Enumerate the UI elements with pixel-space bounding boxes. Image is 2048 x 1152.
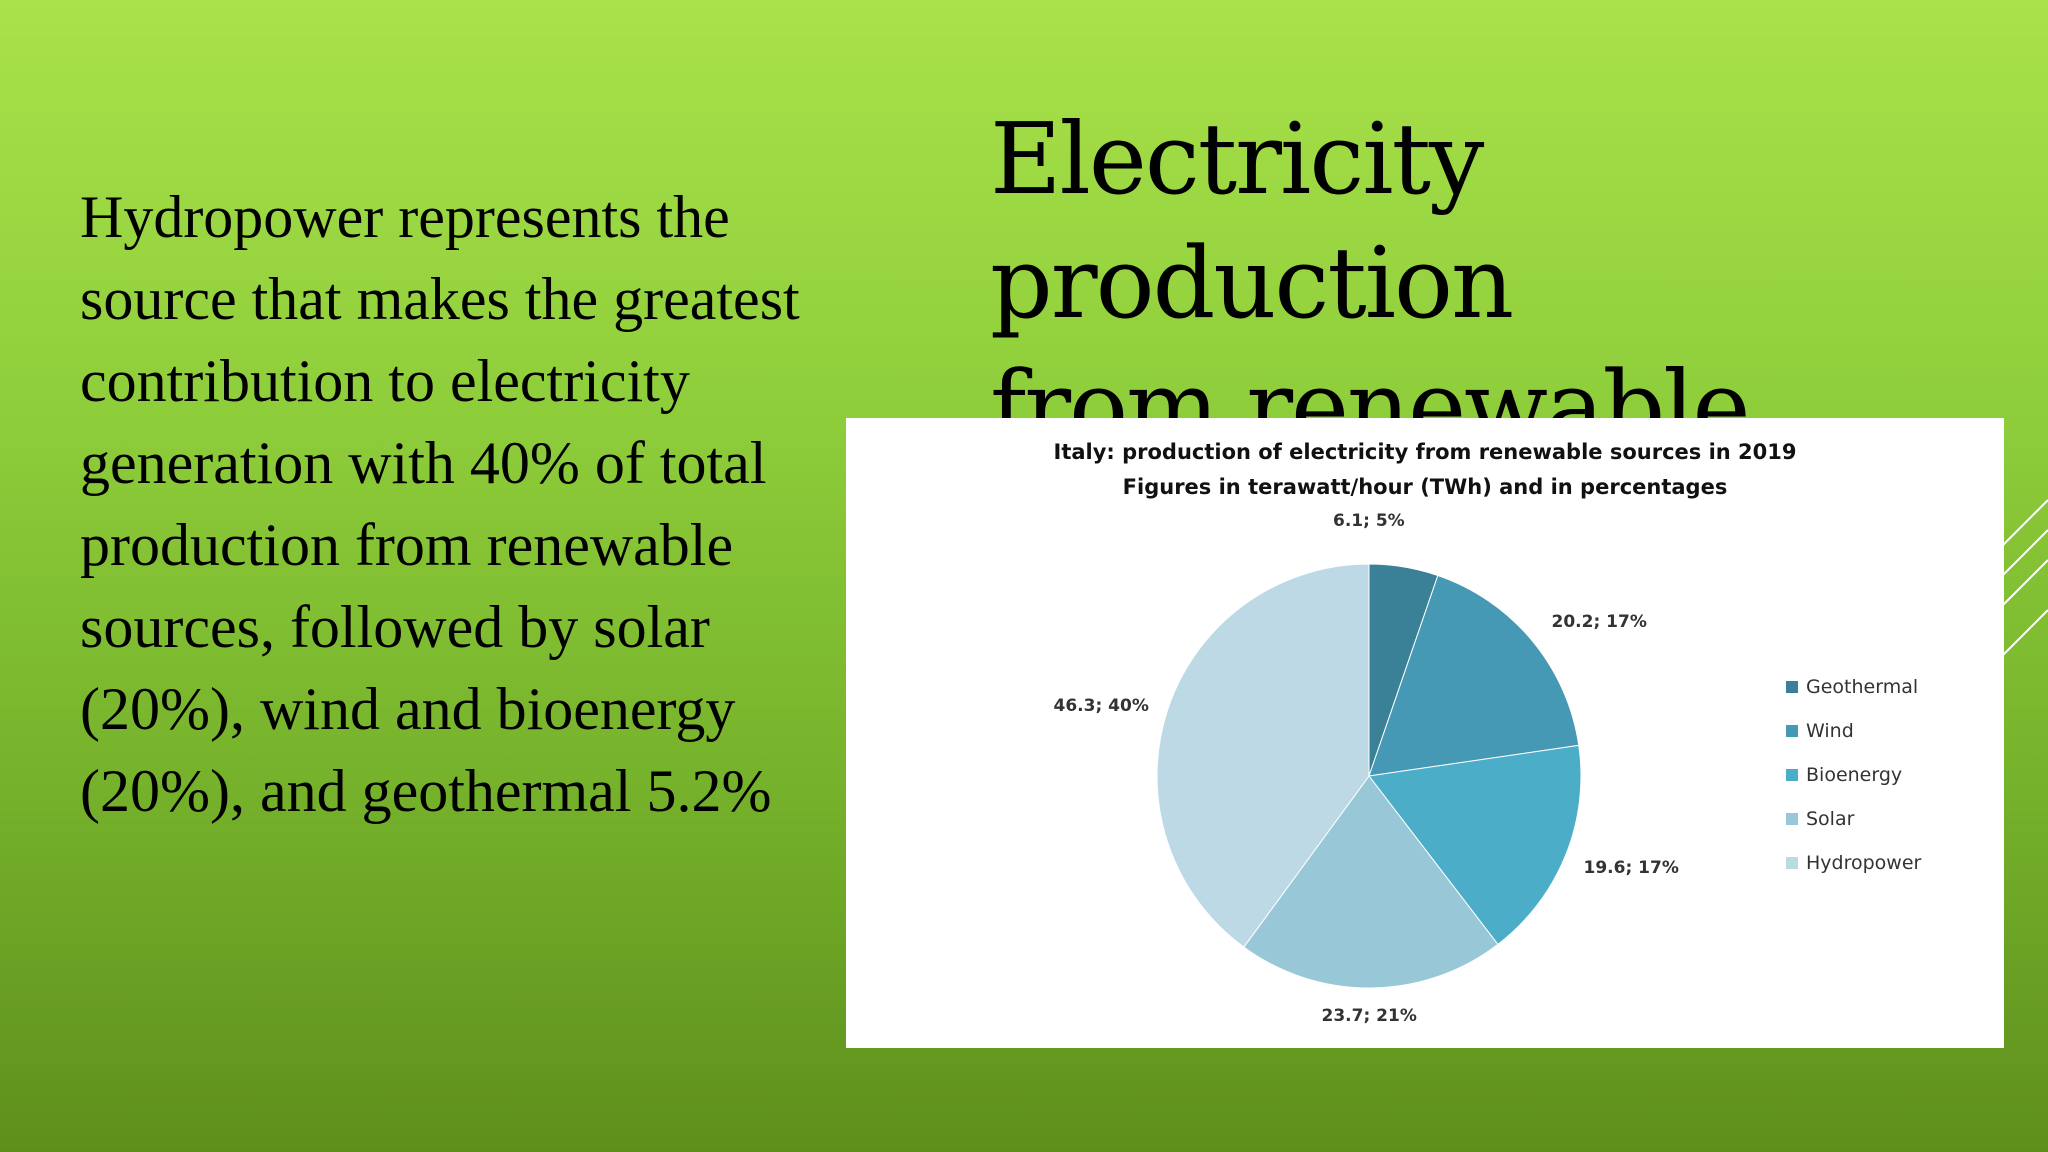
slide-title-line-1: Electricity production — [990, 103, 1514, 341]
legend-swatch — [1786, 681, 1798, 693]
legend-label: Bioenergy — [1806, 764, 1903, 786]
legend-swatch — [1786, 813, 1798, 825]
chart-title: Italy: production of electricity from re… — [1053, 440, 1797, 464]
data-label-wind: 20.2; 17% — [1551, 612, 1647, 632]
legend-label: Hydropower — [1806, 852, 1922, 874]
legend-item-solar: Solar — [1786, 808, 1921, 830]
legend-swatch — [1786, 725, 1798, 737]
data-label-bioenergy: 19.6; 17% — [1583, 858, 1679, 878]
legend-item-geothermal: Geothermal — [1786, 676, 1921, 698]
body-text: Hydropower represents the source that ma… — [80, 184, 800, 824]
pie-slice-wind — [1368, 574, 1580, 777]
data-label-hydropower: 46.3; 40% — [1053, 696, 1149, 716]
legend-label: Solar — [1806, 808, 1855, 830]
legend-label: Wind — [1806, 720, 1854, 742]
pie-chart — [1156, 563, 1582, 989]
chart-legend: Geothermal Wind Bioenergy Solar Hydropower — [1786, 676, 1921, 896]
legend-label: Geothermal — [1806, 676, 1919, 698]
legend-item-hydropower: Hydropower — [1786, 852, 1921, 874]
pie-slice-bioenergy — [1368, 744, 1582, 946]
legend-item-bioenergy: Bioenergy — [1786, 764, 1921, 786]
data-label-solar: 23.7; 21% — [1321, 1006, 1417, 1026]
legend-swatch — [1786, 769, 1798, 781]
chart-panel: Italy: production of electricity from re… — [846, 418, 2004, 1048]
legend-swatch — [1786, 857, 1798, 869]
legend-item-wind: Wind — [1786, 720, 1921, 742]
pie-slice-solar — [1243, 775, 1499, 989]
data-label-geothermal: 6.1; 5% — [1333, 511, 1405, 531]
pie-slice-hydropower — [1156, 563, 1370, 948]
chart-subtitle: Figures in terawatt/hour (TWh) and in pe… — [1122, 475, 1728, 499]
